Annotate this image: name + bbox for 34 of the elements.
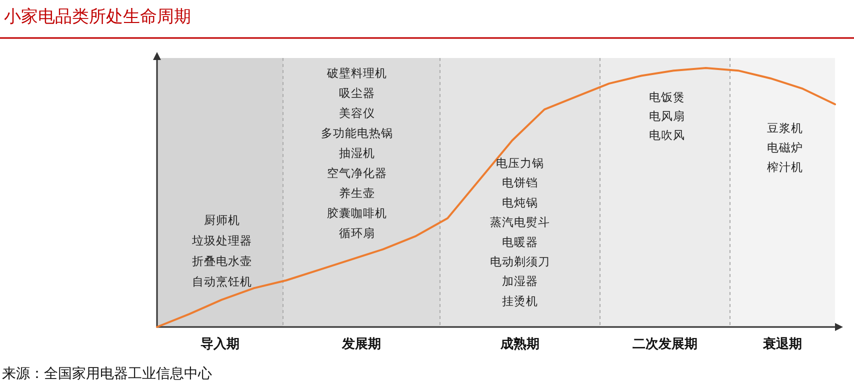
annotation: 豆浆机 [767, 121, 803, 135]
annotation: 电暖器 [502, 234, 538, 249]
text: 发展期 [341, 337, 381, 352]
annotation: 电吹风 [649, 128, 685, 142]
annotation: 折叠电水壶 [192, 254, 252, 268]
annotation: 吸尘器 [339, 86, 375, 100]
annotation: 自动烹饪机 [192, 274, 252, 288]
annotation: 榨汁机 [767, 160, 803, 174]
text: 衰退期 [762, 336, 802, 352]
annotation: 电动剃须刀 [490, 254, 550, 268]
annotation: 美容仪 [339, 106, 375, 120]
text: 二次发展期 [632, 337, 698, 352]
annotation: 电磁炉 [767, 140, 803, 154]
annotation: 电风扇 [649, 109, 685, 123]
annotation: 电饭煲 [649, 90, 685, 104]
annotation: 胶囊咖啡机 [327, 206, 387, 220]
text: 导入期 [200, 336, 240, 352]
annotation: 养生壶 [339, 186, 375, 200]
annotation: 电压力锅 [496, 156, 544, 170]
annotation: 电炖锅 [502, 195, 538, 210]
annotation: 垃圾处理器 [191, 234, 252, 248]
annotation: 循环扇 [339, 226, 375, 240]
annotation: 加湿器 [502, 274, 538, 288]
annotation: 多功能电热锅 [321, 126, 393, 140]
source-note: 来源：全国家用电器工业信息中心 [2, 366, 212, 382]
annotation: 电饼铛 [502, 176, 538, 190]
annotation: 蒸汽电熨斗 [490, 215, 550, 230]
text: 成熟期 [500, 336, 540, 352]
chart-title: 小家电品类所处生命周期 [4, 7, 191, 27]
annotation: 破壁料理机 [326, 66, 387, 80]
annotation: 挂烫机 [502, 294, 538, 308]
annotation: 抽湿机 [339, 146, 375, 160]
annotation: 空气净化器 [327, 166, 387, 180]
annotation: 厨师机 [204, 213, 240, 227]
